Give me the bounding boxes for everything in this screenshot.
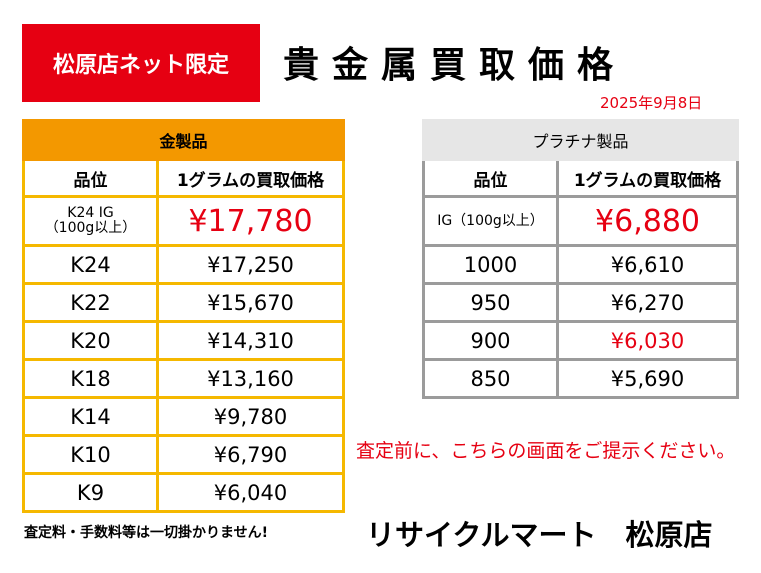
gold-price-cell: ¥17,780 (155, 195, 346, 247)
platinum-grade-cell: 1000 (422, 244, 559, 285)
gold-price-cell: ¥6,040 (155, 472, 346, 513)
gold-price-table: 金製品 品位 1グラムの買取価格 K24 IG （100g以上） ¥17,780 … (21, 119, 346, 513)
gold-grade-cell: K18 (22, 358, 159, 399)
gold-price-cell: ¥14,310 (155, 320, 346, 361)
table-row: K18 ¥13,160 (22, 358, 346, 399)
shop-name: リサイクルマート 松原店 (366, 518, 713, 552)
present-screen-notice: 査定前に、こちらの画面をご提示ください。 (356, 440, 736, 462)
table-row: K22 ¥15,670 (22, 282, 346, 323)
badge-text: 松原店ネット限定 (52, 53, 229, 78)
platinum-price-cell: ¥6,270 (555, 282, 740, 323)
table-row: K14 ¥9,780 (22, 396, 346, 437)
page-title: 貴金属買取価格 (283, 45, 627, 86)
gold-grade-cell: K24 IG （100g以上） (22, 195, 159, 247)
platinum-price-table: プラチナ製品 品位 1グラムの買取価格 IG（100g以上） ¥6,880 10… (421, 119, 740, 399)
table-row: 950 ¥6,270 (422, 282, 740, 323)
platinum-grade-cell: 900 (422, 320, 559, 361)
table-row: IG（100g以上） ¥6,880 (422, 195, 740, 247)
table-row: K20 ¥14,310 (22, 320, 346, 361)
table-row: K24 IG （100g以上） ¥17,780 (22, 195, 346, 247)
gold-price-cell: ¥17,250 (155, 244, 346, 285)
gold-price-cell: ¥6,790 (155, 434, 346, 475)
gold-grade-cell: K22 (22, 282, 159, 323)
platinum-grade-cell: 950 (422, 282, 559, 323)
price-date: 2025年9月8日 (600, 94, 703, 112)
gold-grade-cell: K10 (22, 434, 159, 475)
platinum-price-cell: ¥6,610 (555, 244, 740, 285)
platinum-price-cell: ¥6,880 (555, 195, 740, 247)
gold-grade-cell: K14 (22, 396, 159, 437)
table-row: K9 ¥6,040 (22, 472, 346, 513)
table-row: 1000 ¥6,610 (422, 244, 740, 285)
gold-grade-cell: K9 (22, 472, 159, 513)
platinum-table-heading: プラチナ製品 (421, 119, 740, 161)
gold-price-cell: ¥13,160 (155, 358, 346, 399)
platinum-grade-header: 品位 (422, 158, 559, 198)
gold-price-header: 1グラムの買取価格 (155, 158, 346, 198)
table-row: 850 ¥5,690 (422, 358, 740, 399)
gold-grade-cell: K24 (22, 244, 159, 285)
platinum-price-cell: ¥6,030 (555, 320, 740, 361)
gold-price-cell: ¥15,670 (155, 282, 346, 323)
gold-price-cell: ¥9,780 (155, 396, 346, 437)
platinum-price-cell: ¥5,690 (555, 358, 740, 399)
store-limited-badge: 松原店ネット限定 (22, 24, 260, 102)
gold-grade-cell: K20 (22, 320, 159, 361)
table-row: 900 ¥6,030 (422, 320, 740, 361)
gold-grade-header: 品位 (22, 158, 159, 198)
platinum-price-header: 1グラムの買取価格 (555, 158, 740, 198)
table-row: K24 ¥17,250 (22, 244, 346, 285)
table-row: K10 ¥6,790 (22, 434, 346, 475)
platinum-grade-cell: IG（100g以上） (422, 195, 559, 247)
no-fee-note: 査定料・手数料等は一切掛かりません! (24, 525, 268, 541)
gold-table-heading: 金製品 (21, 119, 346, 161)
platinum-grade-cell: 850 (422, 358, 559, 399)
